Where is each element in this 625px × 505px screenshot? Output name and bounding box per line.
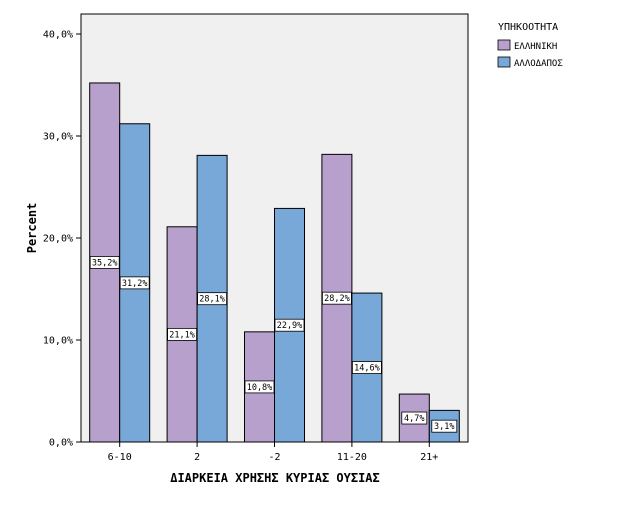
data-label-box [119, 276, 150, 290]
data-label: 28,1% [199, 295, 225, 305]
x-tick-label: 21+ [420, 452, 438, 463]
data-label: 4,7% [404, 414, 424, 424]
legend-label-greek: ΕΛΛΗΝΙΚΗ [514, 42, 557, 52]
legend-swatch-greek [497, 39, 511, 51]
y-axis-title: Percent [25, 203, 39, 254]
data-label-box [244, 380, 275, 394]
data-label-box [351, 361, 382, 374]
legend-swatch-foreign [497, 56, 511, 68]
data-label: 14,6% [354, 364, 380, 374]
y-tick-label: 30,0% [43, 132, 73, 143]
data-label: 22,9% [277, 321, 303, 331]
x-tick-label: 11-20 [337, 452, 367, 463]
data-label: 31,2% [122, 279, 148, 289]
x-ticks-group: 6-10 2 -2 11-20 21+ [108, 442, 438, 463]
data-label: 3,1% [434, 422, 454, 432]
x-tick-label: 2 [194, 452, 200, 463]
data-label-box [197, 292, 228, 306]
legend-label-foreign: ΑΛΛΟΔΑΠΟΣ [514, 59, 563, 69]
y-tick-label: 40,0% [43, 30, 73, 41]
data-label: 35,2% [92, 258, 118, 268]
data-label-box [89, 256, 120, 269]
y-ticks-group: 0,0% 10,0% 20,0% 30,0% 40,0% [43, 30, 81, 449]
data-labels-group: 35,2% 31,2% 21,1% 28,1% 10,8% 22,9% 28,2% 14,6%… [89, 256, 458, 433]
legend: ΥΠΗΚΟΟΤΗΤΑ ΕΛΛΗΝΙΚΗ ΑΛΛΟΔΑΠΟΣ [497, 22, 563, 69]
x-axis-title: ΔΙΑΡΚΕΙΑ ΧΡΗΣΗΣ ΚΥΡΙΑΣ ΟΥΣΙΑΣ [170, 471, 380, 485]
y-tick-label: 10,0% [43, 336, 73, 347]
data-label: 28,2% [324, 294, 350, 304]
y-tick-label: 0,0% [49, 438, 73, 449]
data-label-box [401, 411, 428, 425]
data-label-box [274, 318, 305, 332]
data-label: 10,8% [247, 383, 273, 393]
data-label-box [431, 419, 458, 433]
data-label: 21,1% [169, 330, 195, 340]
x-tick-label: -2 [268, 452, 280, 463]
y-tick-label: 20,0% [43, 234, 73, 245]
data-label-box [167, 327, 198, 341]
legend-title: ΥΠΗΚΟΟΤΗΤΑ [498, 22, 558, 33]
x-tick-label: 6-10 [108, 452, 132, 463]
data-label-box [321, 291, 352, 305]
